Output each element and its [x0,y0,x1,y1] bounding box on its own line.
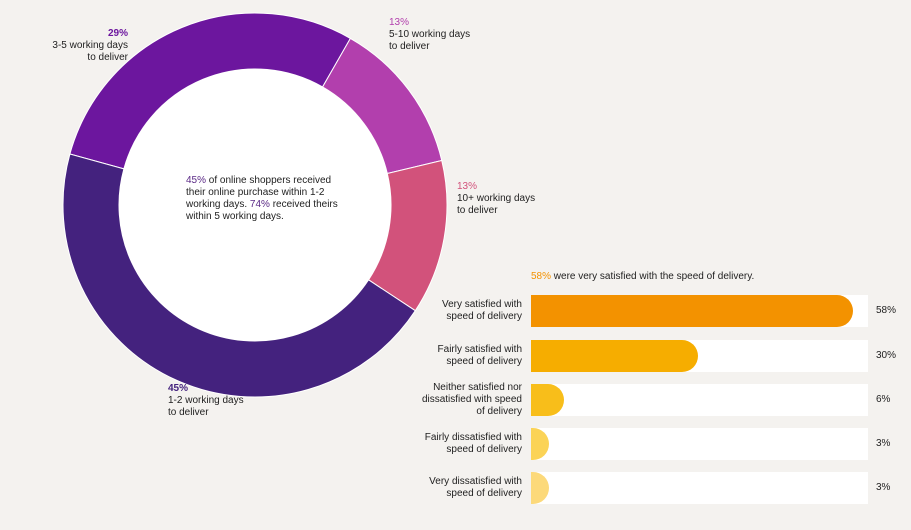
slice-pct: 29% [107,28,128,39]
bar-category-label: Very dissatisfied with speed of delivery [429,476,522,499]
bar-value-label: 3% [876,438,891,449]
bar-value-label: 30% [876,350,897,361]
center-note-text1: of online shoppers received their online… [186,175,332,210]
slice-label-3-5-days: 29% 3-5 working days to deliver [28,28,128,64]
bar-track [531,472,868,504]
bar-chart-note: 58% were very satisfied with the speed o… [531,271,754,283]
slice-pct: 13% [389,17,410,28]
bar-category-label: Very satisfied with speed of delivery [441,299,522,322]
bar [531,428,549,460]
donut-center-note: 45% of online shoppers received their on… [186,175,346,223]
slice-label-10-plus-days: 13% 10+ working days to deliver [457,181,567,217]
bar-row: Fairly satisfied with speed of delivery 3… [0,340,911,372]
bar-track [531,428,868,460]
slice-text: 1-2 working days to deliver [168,395,244,418]
slice-text: 10+ working days to deliver [457,193,536,216]
slice-pct: 45% [168,383,189,394]
bar-value-label: 3% [876,482,891,493]
bar-row: Very satisfied with speed of delivery 58% [0,295,911,327]
center-note-pct1: 45% [186,175,207,186]
center-note-pct2: 74% [249,199,270,210]
slice-text: 5-10 working days to deliver [389,29,471,52]
slice-label-1-2-days: 45% 1-2 working days to deliver [168,383,278,419]
bar-track [531,384,868,416]
bar-row: Neither satisfied nor dissatisfied with … [0,382,911,417]
bar-value-label: 58% [876,305,897,316]
bar-row: Very dissatisfied with speed of delivery… [0,472,911,504]
slice-pct: 13% [457,181,478,192]
bar [531,472,549,504]
bar [531,384,565,416]
slice-label-5-10-days: 13% 5-10 working days to deliver [389,17,499,53]
bar-track [531,295,868,327]
bar-category-label: Fairly dissatisfied with speed of delive… [424,432,522,455]
bar [531,340,698,372]
bar [531,295,853,327]
bar-note-text: were very satisfied with the speed of de… [551,271,755,282]
bar-row: Fairly dissatisfied with speed of delive… [0,428,911,460]
slice-text: 3-5 working days to deliver [52,40,128,63]
bar-note-pct: 58% [531,271,552,282]
donut-hole [119,69,391,341]
bar-track [531,340,868,372]
center-note-text2: received theirs within 5 working days. [186,199,338,222]
bar-category-label: Fairly satisfied with speed of delivery [437,344,522,367]
bar-category-label: Neither satisfied nor dissatisfied with … [421,382,522,417]
bar-value-label: 6% [876,394,891,405]
